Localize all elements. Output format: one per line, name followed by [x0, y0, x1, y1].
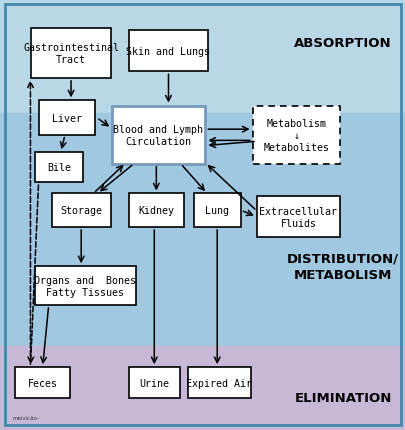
Text: Feces: Feces [28, 378, 58, 388]
FancyBboxPatch shape [194, 194, 240, 227]
FancyBboxPatch shape [111, 106, 205, 164]
Text: meivicão-: meivicão- [12, 415, 39, 420]
FancyBboxPatch shape [129, 194, 183, 227]
Bar [0, 114, 405, 346]
FancyBboxPatch shape [52, 194, 110, 227]
Text: Urine: Urine [139, 378, 169, 388]
Text: Gastrointestinal
Tract: Gastrointestinal Tract [23, 43, 119, 65]
Text: DISTRIBUTION/
METABOLISM: DISTRIBUTION/ METABOLISM [286, 252, 398, 281]
Text: Skin and Lungs: Skin and Lungs [126, 46, 210, 57]
Text: Kidney: Kidney [138, 206, 174, 216]
FancyBboxPatch shape [38, 101, 95, 135]
Bar [0, 346, 405, 430]
Text: Expired Air: Expired Air [186, 378, 252, 388]
FancyBboxPatch shape [31, 29, 110, 78]
Text: Liver: Liver [52, 113, 82, 123]
FancyBboxPatch shape [34, 153, 83, 183]
Text: Blood and Lymph
Circulation: Blood and Lymph Circulation [113, 124, 203, 147]
FancyBboxPatch shape [129, 367, 179, 398]
Text: Organs and  Bones
Fatty Tissues: Organs and Bones Fatty Tissues [34, 275, 136, 297]
FancyBboxPatch shape [252, 106, 339, 164]
FancyBboxPatch shape [15, 367, 70, 398]
Text: Extracellular
Fluids: Extracellular Fluids [259, 206, 337, 228]
Text: ABSORPTION: ABSORPTION [294, 37, 391, 49]
Text: Bile: Bile [47, 163, 71, 173]
Bar [0, 0, 405, 114]
FancyBboxPatch shape [256, 197, 339, 237]
Text: Lung: Lung [205, 206, 229, 216]
FancyBboxPatch shape [34, 267, 136, 305]
FancyBboxPatch shape [187, 367, 250, 398]
Text: Storage: Storage [60, 206, 102, 216]
FancyBboxPatch shape [129, 31, 207, 72]
Text: Metabolism
↓
Metabolites: Metabolism ↓ Metabolites [263, 119, 328, 152]
Text: ELIMINATION: ELIMINATION [294, 391, 391, 404]
